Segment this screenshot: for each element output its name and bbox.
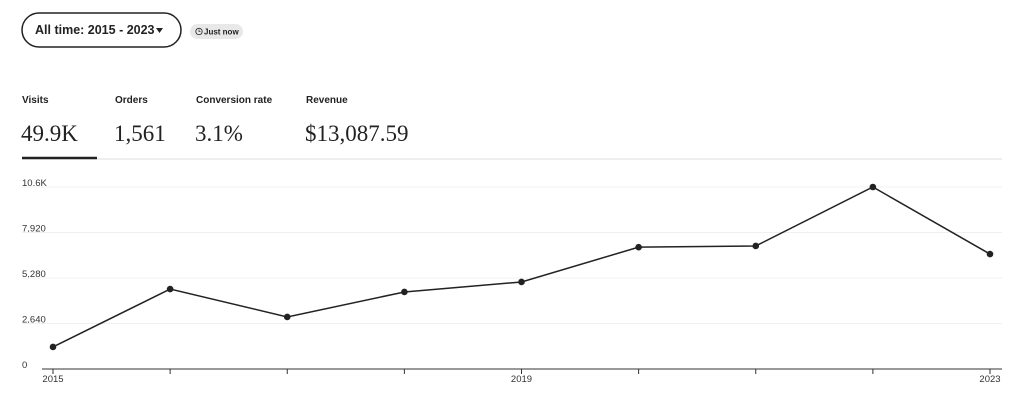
point [986, 250, 994, 258]
point [283, 313, 291, 321]
badge [190, 24, 243, 39]
date-filter-button[interactable] [21, 12, 182, 48]
badge-text: Just now [204, 28, 239, 37]
clock-icon [195, 27, 203, 36]
point [166, 285, 174, 293]
stat-label[interactable]: Revenue [306, 95, 348, 106]
stat-value[interactable]: $13,087.59 [305, 121, 409, 146]
y-tick-label: 7,920 [22, 224, 46, 235]
stat-label[interactable]: Orders [115, 95, 148, 106]
y-tick-label: 0 [22, 360, 27, 371]
point [518, 278, 525, 286]
dropdown-arrow[interactable] [156, 28, 163, 33]
point [635, 243, 642, 251]
x-tick-label: 2019 [511, 374, 532, 385]
line [52, 186, 991, 348]
date-filter-label[interactable]: All time: 2015 - 2023 [35, 23, 155, 37]
y-tick-label: 2,640 [22, 315, 46, 326]
stat-value[interactable]: 3.1% [195, 121, 243, 146]
point [752, 242, 760, 250]
y-tick-label: 10.6K [22, 178, 47, 189]
point [49, 343, 57, 351]
y-tick-label: 5,280 [22, 269, 46, 280]
x-tick-label: 2015 [42, 374, 63, 385]
x-tick-label: 2023 [979, 374, 1000, 385]
stat-value[interactable]: 1,561 [114, 121, 166, 146]
stat-label[interactable]: Visits [22, 95, 49, 106]
stat-label[interactable]: Conversion rate [196, 95, 273, 106]
clock-hand [198, 29, 201, 32]
point [401, 288, 408, 296]
point [869, 183, 877, 191]
stat-value[interactable]: 49.9K [21, 121, 78, 146]
chart: 0 2,640 5,280 7,920 10.6K 2015 2019 2023 [22, 178, 1002, 385]
